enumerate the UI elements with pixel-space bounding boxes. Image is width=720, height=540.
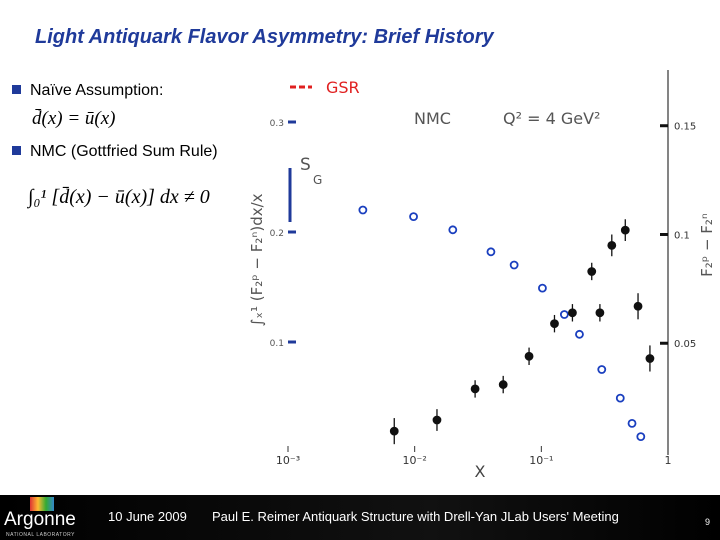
formula: ∫₀¹ [d̄(x) − ū(x)] dx ≠ 0 [28,186,210,208]
data-point [389,426,399,436]
x-axis-label: X [475,462,486,481]
y-axis-label: ∫ₓ¹ (F₂ᵖ − F₂ⁿ)dx/x [248,193,266,326]
data-point [550,319,559,329]
series-label: S [300,155,311,175]
formula: d̄(x) = ū(x) [32,108,116,129]
page-number: 9 [705,517,711,527]
data-point [358,205,368,215]
data-point [448,225,458,235]
legend-label: GSR [326,78,360,97]
y2-tick-label: 0.1 [674,230,690,241]
bullet: NMC (Gottfried Sum Rule) [12,143,218,161]
data-point [575,329,584,339]
x-tick-label: 1 [665,454,672,467]
data-point [615,393,625,403]
series-label-sub: G [313,173,322,187]
data-point [595,308,605,318]
data-point [509,260,519,270]
data-point [409,212,418,222]
data-point [432,415,442,425]
data-point [627,418,637,428]
date: 10 June 2009 [108,509,187,524]
data-point [538,283,547,293]
bullet: Naïve Assumption: [12,82,163,100]
logo: Argonne [4,509,76,530]
data-point [645,354,655,363]
y-tick-label: 0.1 [270,339,284,349]
annotation: NMC [414,109,451,128]
y2-axis-label: F₂ᵖ − F₂ⁿ [698,213,716,277]
y-tick-label: 0.2 [270,229,284,239]
x-tick-label: 10⁻³ [276,454,300,467]
footer: Argonne NATIONAL LABORATORY 10 June 2009… [0,495,720,540]
data-point [633,301,643,311]
data-point [620,225,630,235]
annotation: Q² = 4 GeV² [503,109,600,128]
data-point [524,351,534,361]
y2-tick-label: 0.15 [674,122,696,133]
data-point [607,240,617,250]
y-tick-label: 0.3 [270,119,284,129]
data-point [486,247,496,257]
x-tick-label: 10⁻² [403,454,427,467]
slide-title: Light Antiquark Flavor Asymmetry: Brief … [35,26,494,48]
data-point [587,267,597,276]
x-tick-label: 10⁻¹ [529,454,553,467]
y2-tick-label: 0.05 [674,339,696,350]
data-point [568,308,577,318]
chart: 10⁻³ 10⁻² 10⁻¹ 1 X 0.1 0.2 0.3 0.05 0.1 0.15 ∫ₓ¹ (F… [248,70,716,481]
logo-mark [30,497,54,511]
data-point [597,365,607,374]
credit: Paul E. Reimer Antiquark Structure with … [212,509,619,524]
logo-sub: NATIONAL LABORATORY [6,532,75,538]
data-point [498,380,508,389]
data-point [559,310,569,319]
data-point [470,384,480,394]
data-point [636,432,646,442]
